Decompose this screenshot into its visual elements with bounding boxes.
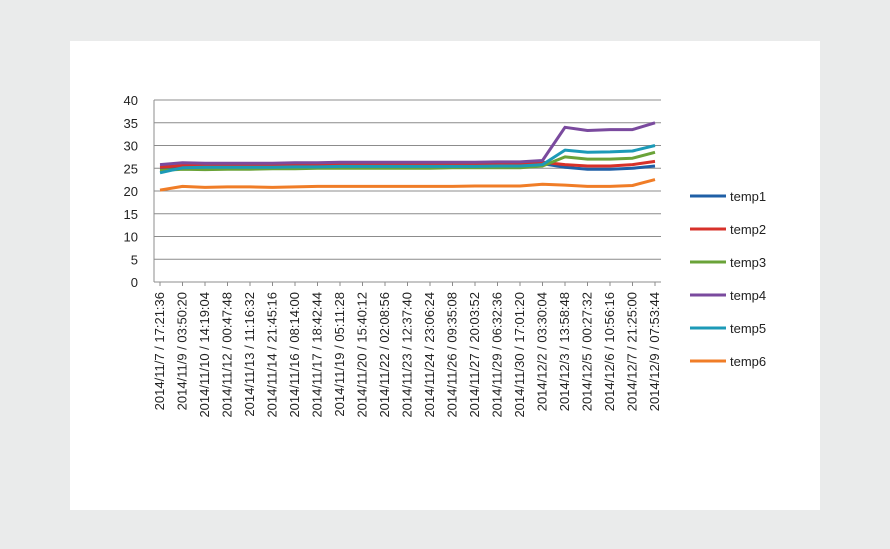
x-tick-label: 2014/12/7 / 21:25:00 <box>625 292 640 411</box>
x-tick-label: 2014/12/5 / 00:27:32 <box>580 292 595 411</box>
x-tick-label: 2014/11/17 / 18:42:44 <box>310 292 325 418</box>
x-tick-label: 2014/12/9 / 07:53:44 <box>647 292 662 411</box>
x-tick-label: 2014/11/19 / 05:11:28 <box>332 292 347 417</box>
x-tick-label: 2014/11/23 / 12:37:40 <box>400 292 415 418</box>
chart-card: 0 5 10 15 20 25 30 35 40 2014/11/7 / 17:21:36 201… <box>70 41 820 510</box>
x-tick-label: 2014/11/13 / 11:16:32 <box>242 292 257 417</box>
legend-label: temp2 <box>730 222 766 237</box>
y-axis: 0 5 10 15 20 25 30 35 40 <box>124 93 155 290</box>
y-tick-label: 10 <box>124 230 138 245</box>
x-axis: 2014/11/7 / 17:21:36 2014/11/9 / 03:50:20… <box>152 282 662 418</box>
y-tick-label: 0 <box>131 275 138 290</box>
x-tick-label: 2014/11/27 / 20:03:52 <box>467 292 482 418</box>
y-tick-label: 30 <box>124 139 138 154</box>
gridlines <box>154 99 661 283</box>
y-tick-label: 35 <box>124 116 138 131</box>
legend-label: temp4 <box>730 288 766 303</box>
x-tick-label: 2014/11/16 / 08:14:00 <box>287 292 302 418</box>
legend-label: temp1 <box>730 189 766 204</box>
x-tick-label: 2014/12/3 / 13:58:48 <box>557 292 572 411</box>
x-tick-label: 2014/12/2 / 03:30:04 <box>535 292 550 411</box>
y-tick-label: 20 <box>124 184 138 199</box>
legend-label: temp5 <box>730 321 766 336</box>
series-lines <box>159 121 656 192</box>
x-tick-label: 2014/11/20 / 15:40:12 <box>355 292 370 418</box>
y-tick-label: 40 <box>124 93 138 108</box>
x-tick-label: 2014/11/14 / 21:45:16 <box>265 292 280 418</box>
x-tick-label: 2014/11/24 / 23:06:24 <box>422 292 437 418</box>
x-tick-label: 2014/12/6 / 10:56:16 <box>602 292 617 411</box>
series-line-temp6 <box>159 178 656 192</box>
x-tick-label: 2014/11/10 / 14:19:04 <box>197 292 212 418</box>
x-tick-label: 2014/11/7 / 17:21:36 <box>152 292 167 410</box>
series-line-temp2 <box>159 159 656 169</box>
x-tick-label: 2014/11/26 / 09:35:08 <box>445 292 460 418</box>
y-tick-label: 25 <box>124 161 138 176</box>
x-tick-label: 2014/11/9 / 03:50:20 <box>175 292 190 410</box>
series-line-temp5 <box>159 144 656 175</box>
series-line-temp3 <box>159 150 656 172</box>
legend-label: temp6 <box>730 354 766 369</box>
x-tick-label: 2014/11/29 / 06:32:36 <box>490 292 505 418</box>
y-tick-label: 15 <box>124 207 138 222</box>
x-tick-label: 2014/11/22 / 02:08:56 <box>377 292 392 418</box>
y-tick-label: 5 <box>131 252 138 267</box>
series-line-temp4 <box>159 121 656 167</box>
legend-label: temp3 <box>730 255 766 270</box>
x-tick-label: 2014/11/30 / 17:01:20 <box>512 292 527 418</box>
legend: temp1 temp2 temp3 temp4 temp5 temp6 <box>690 189 766 369</box>
x-tick-label: 2014/11/12 / 00:47:48 <box>220 292 235 418</box>
